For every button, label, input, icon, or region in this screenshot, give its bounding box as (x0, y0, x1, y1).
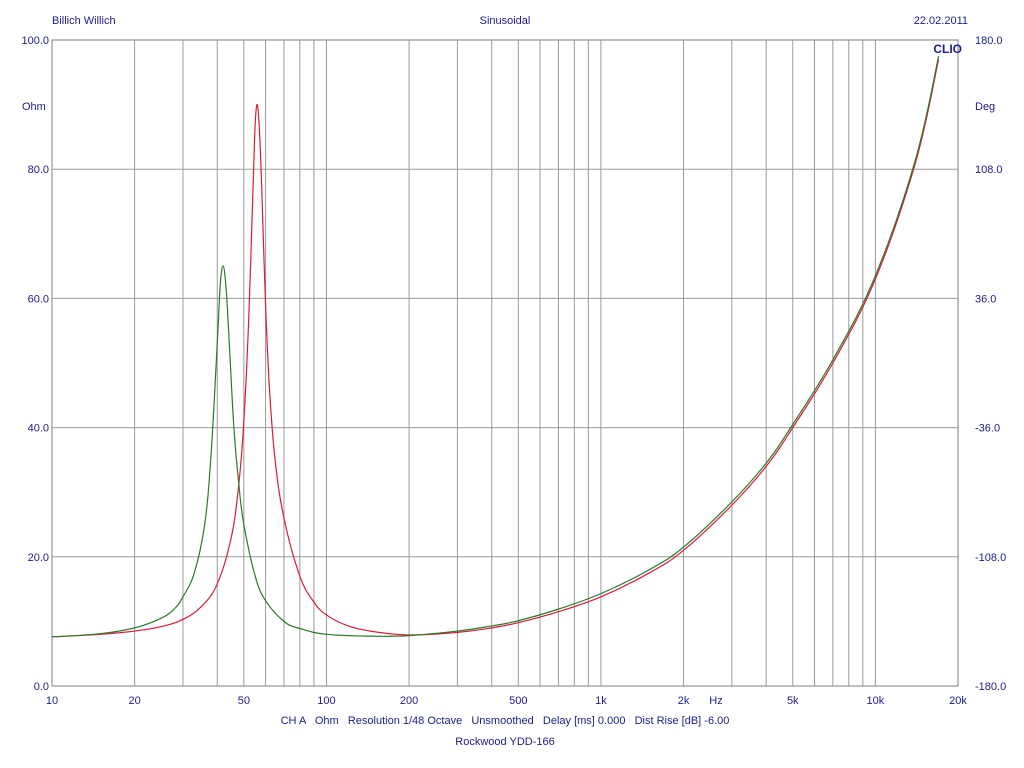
y-tick-label-left: 20.0 (28, 552, 49, 564)
plot-frame (51, 39, 959, 687)
clio-logo: CLIO (933, 42, 962, 56)
tick-labels: 0.0 20.0 40.0 60.0 80.0 100.0 -180.0 -108.0 -36.… (21, 35, 1006, 707)
y-tick-label-right: -36.0 (975, 423, 1000, 435)
x-tick-label: 1k (595, 695, 607, 707)
y-tick-label-right: 180.0 (975, 35, 1003, 47)
y-tick-label-left: 100.0 (21, 35, 49, 47)
y-tick-label-left: 40.0 (28, 423, 49, 435)
y-tick-label-left: 60.0 (28, 293, 49, 305)
y-tick-label-right: -108.0 (975, 552, 1006, 564)
header-center: Sinusoidal (480, 15, 531, 27)
y-tick-label-right: 108.0 (975, 164, 1003, 176)
footer-device: Rockwood YDD-166 (455, 736, 554, 748)
y-tick-label-left: 80.0 (28, 164, 49, 176)
x-tick-label: 10k (867, 695, 885, 707)
x-tick-label: 20k (949, 695, 967, 707)
header-right: 22.02.2011 (914, 15, 968, 27)
x-tick-label: 50 (238, 695, 250, 707)
x-tick-label: 10 (46, 695, 58, 707)
series-line-1 (51, 59, 940, 638)
y-tick-label-right: -180.0 (975, 681, 1006, 693)
x-tick-label: 200 (400, 695, 418, 707)
x-axis-label: Hz (709, 695, 722, 707)
x-tick-label: 100 (317, 695, 335, 707)
y-axis-label-right: Deg (975, 101, 995, 113)
x-tick-label: 5k (787, 695, 799, 707)
footer-settings: CH A Ohm Resolution 1/48 Octave Unsmooth… (281, 715, 730, 727)
y-tick-label-left: 0.0 (34, 681, 49, 693)
header-left: Billich Willich (52, 15, 116, 27)
x-tick-label: 500 (509, 695, 527, 707)
series-line-2 (51, 56, 940, 638)
grid (52, 40, 958, 686)
y-axis-label-left: Ohm (22, 101, 46, 113)
x-tick-label: 20 (128, 695, 140, 707)
x-tick-label: 2k (678, 695, 690, 707)
y-tick-label-right: 36.0 (975, 293, 996, 305)
series-layer (51, 56, 940, 638)
